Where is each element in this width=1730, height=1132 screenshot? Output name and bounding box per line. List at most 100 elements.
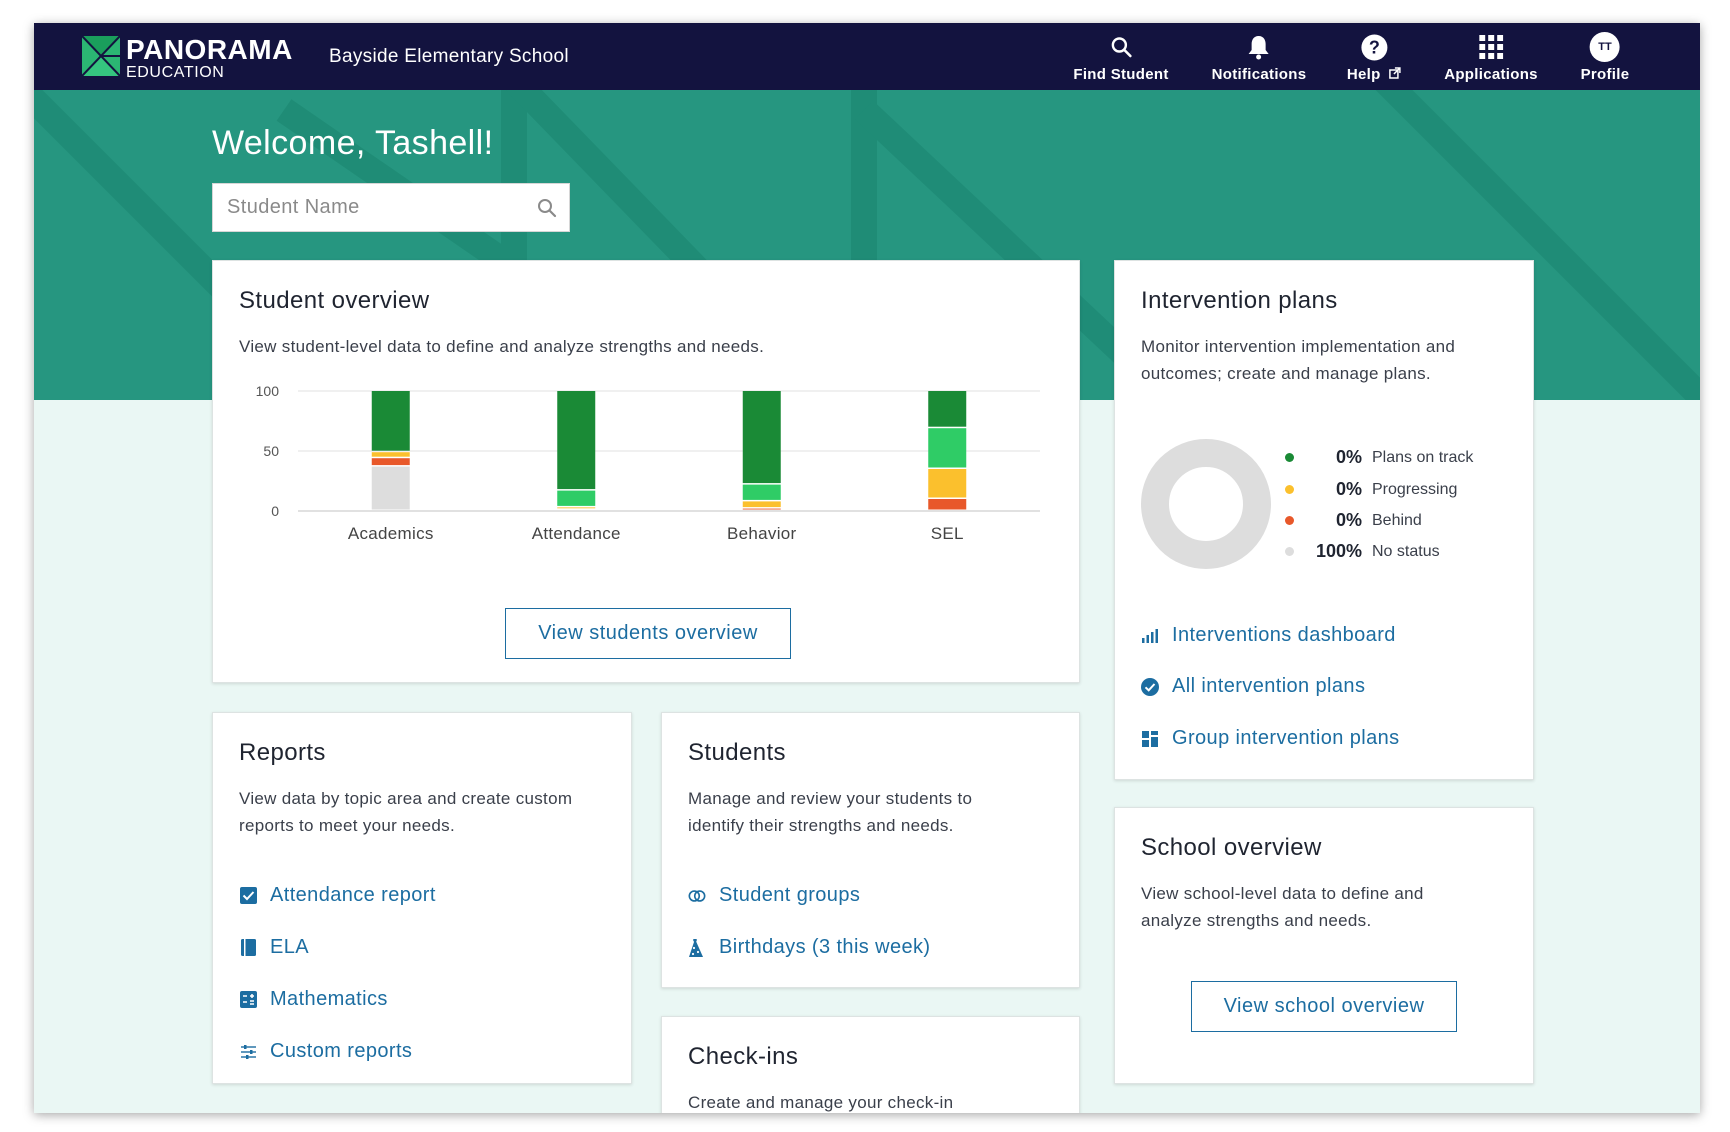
legend-percent: 0%: [1335, 510, 1362, 530]
legend-dot: [1285, 453, 1294, 462]
help-icon: ?: [1361, 34, 1387, 60]
student-overview-card: Student overview View student-level data…: [212, 260, 1080, 683]
brand-subtitle: EDUCATION: [126, 64, 225, 81]
book-icon: [240, 939, 256, 956]
group-intervention-plans-link[interactable]: Group intervention plans: [1141, 727, 1400, 750]
legend-no-status: 100% No status: [1285, 541, 1440, 562]
group-blocks-icon: [1142, 730, 1158, 747]
bar-segment[interactable]: [557, 391, 596, 490]
check-ins-card: Check-ins Create and manage your check-i…: [661, 1016, 1080, 1113]
nav-profile[interactable]: TT Profile: [1581, 31, 1630, 83]
legend-dot: [1285, 547, 1294, 556]
nav-label: Profile: [1580, 66, 1630, 83]
legend-plans-on-track: 0% Plans on track: [1285, 447, 1473, 468]
nav-notifications[interactable]: Notifications: [1212, 31, 1307, 83]
mathematics-report-link[interactable]: Mathematics: [239, 988, 388, 1011]
bar-segment[interactable]: [371, 391, 410, 451]
view-school-overview-button[interactable]: View school overview: [1191, 981, 1457, 1032]
card-description: Create and manage your check-in: [688, 1093, 954, 1112]
legend-behind: 0% Behind: [1285, 510, 1422, 531]
x-tick-label: SEL: [931, 524, 964, 543]
legend-label: Plans on track: [1372, 448, 1474, 466]
party-hat-icon: [689, 938, 703, 957]
nav-find-student[interactable]: Find Student: [1073, 31, 1168, 83]
nav-help-label: Help: [1346, 66, 1381, 83]
bar-segment[interactable]: [557, 490, 596, 506]
link-label: Group intervention plans: [1172, 727, 1400, 749]
legend-progressing: 0% Progressing: [1285, 479, 1457, 500]
card-title: Intervention plans: [1141, 287, 1338, 314]
link-label: Interventions dashboard: [1172, 624, 1396, 646]
attendance-report-link[interactable]: Attendance report: [239, 884, 436, 907]
bar-segment[interactable]: [557, 507, 596, 509]
bar-segment[interactable]: [928, 499, 967, 510]
x-tick-label: Behavior: [727, 524, 797, 543]
nav-applications[interactable]: Applications: [1444, 31, 1538, 83]
bar-chart-icon: [1142, 628, 1158, 643]
brand-logo[interactable]: PANORAMA EDUCATION: [82, 36, 293, 81]
bar-segment[interactable]: [371, 458, 410, 466]
legend-dot: [1285, 516, 1294, 525]
legend-percent: 100%: [1315, 541, 1362, 561]
ela-report-link[interactable]: ELA: [239, 936, 309, 959]
top-nav: PANORAMA EDUCATION Bayside Elementary Sc…: [34, 23, 1700, 90]
birthdays-link[interactable]: Birthdays (3 this week): [688, 936, 931, 959]
link-label: ELA: [270, 936, 310, 958]
search-icon[interactable]: [537, 198, 557, 218]
intervention-plans-card: Intervention plans Monitor intervention …: [1114, 260, 1534, 780]
calculator-icon: [239, 991, 257, 1008]
interventions-dashboard-link[interactable]: Interventions dashboard: [1141, 624, 1396, 647]
card-title: Check-ins: [688, 1043, 799, 1070]
check-circle-icon: [1141, 677, 1159, 696]
bar-segment[interactable]: [742, 484, 781, 500]
nav-label: Find Student: [1073, 66, 1169, 83]
checkbox-icon: [239, 887, 257, 904]
bar-segment[interactable]: [928, 428, 967, 468]
overlapping-circles-icon: [688, 889, 706, 902]
card-title: Reports: [239, 739, 326, 766]
legend-percent: 0%: [1335, 447, 1362, 467]
y-tick-label: 100: [256, 383, 280, 399]
x-tick-label: Attendance: [532, 524, 621, 543]
bar-segment[interactable]: [928, 391, 967, 427]
school-overview-card: School overview View school-level data t…: [1114, 807, 1534, 1084]
view-students-overview-button[interactable]: View students overview: [505, 608, 791, 659]
bar-segment[interactable]: [742, 501, 781, 508]
avatar: TT: [1590, 32, 1620, 62]
student-search-box[interactable]: [212, 183, 570, 232]
bar-segment[interactable]: [742, 391, 781, 484]
link-label: Mathematics: [270, 988, 388, 1010]
nav-label: Help: [1347, 66, 1401, 83]
nav-help[interactable]: ? Help: [1347, 31, 1401, 83]
sliders-icon: [240, 1044, 256, 1059]
external-link-icon: [1389, 67, 1401, 79]
y-tick-label: 0: [271, 503, 279, 519]
custom-reports-link[interactable]: Custom reports: [239, 1040, 412, 1063]
link-label: Birthdays (3 this week): [719, 936, 931, 958]
x-tick-label: Academics: [348, 524, 434, 543]
nav-label: Notifications: [1211, 66, 1307, 83]
bar-segment[interactable]: [928, 469, 967, 498]
welcome-heading: Welcome, Tashell!: [212, 124, 494, 162]
reports-card: Reports View data by topic area and crea…: [212, 712, 632, 1084]
brand-name: PANORAMA: [126, 34, 293, 65]
student-overview-chart: 0 50 100 Academics Attendance Behavior SEL: [256, 383, 1040, 543]
bar-segment[interactable]: [742, 508, 781, 510]
panorama-logo-icon: [82, 36, 120, 76]
card-description: Monitor intervention implementation and …: [1141, 337, 1456, 383]
legend-label: Progressing: [1372, 480, 1458, 498]
bell-icon: [1249, 36, 1269, 60]
student-search-input[interactable]: [225, 195, 537, 220]
legend-dot: [1285, 485, 1294, 494]
bar-segment[interactable]: [371, 452, 410, 457]
card-title: School overview: [1141, 834, 1322, 861]
nav-label: Applications: [1444, 66, 1538, 83]
search-icon: [1111, 37, 1132, 58]
school-name: Bayside Elementary School: [329, 46, 569, 67]
student-groups-link[interactable]: Student groups: [688, 884, 860, 907]
legend-percent: 0%: [1335, 479, 1362, 499]
bar-segment[interactable]: [371, 466, 410, 510]
legend-label: No status: [1372, 542, 1440, 560]
all-intervention-plans-link[interactable]: All intervention plans: [1141, 675, 1365, 698]
card-title: Student overview: [239, 287, 430, 314]
